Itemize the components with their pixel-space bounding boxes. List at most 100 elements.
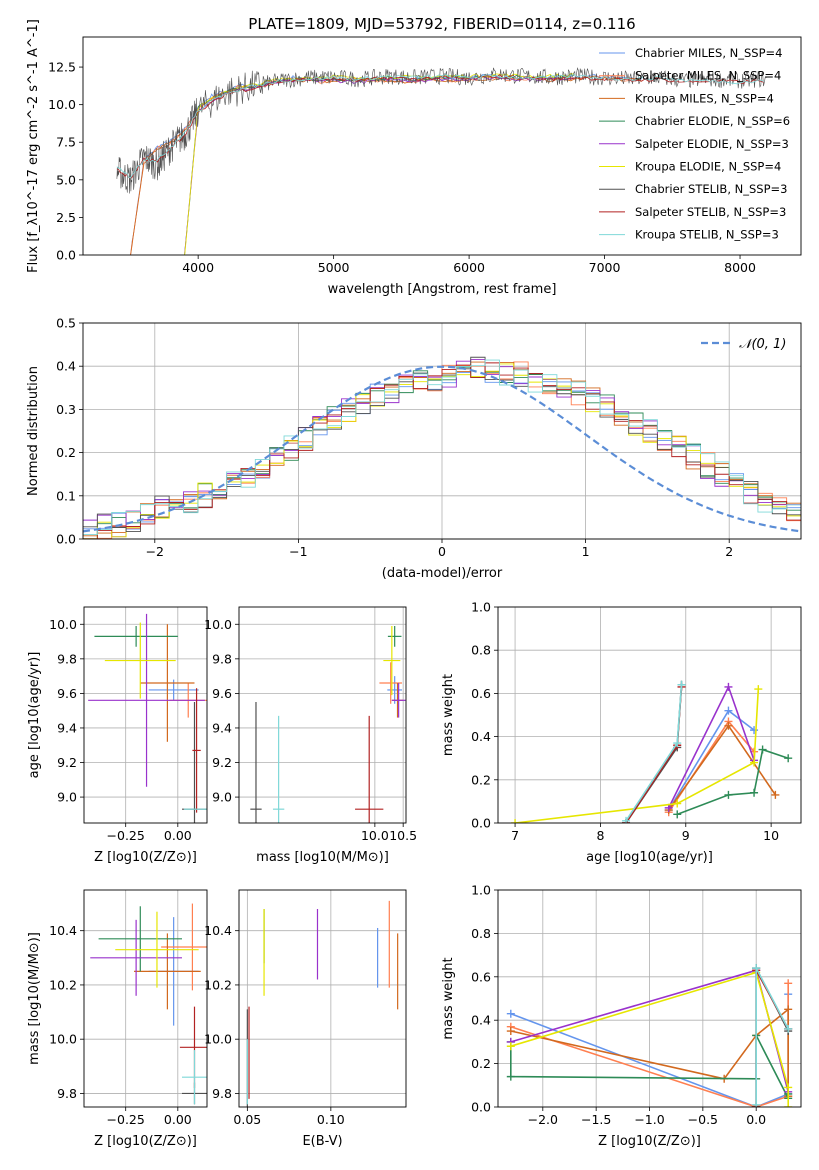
legend-label: Chabrier ELODIE, N_SSP=6: [635, 114, 790, 128]
y-tick-label: 2.5: [56, 210, 76, 225]
plus-marker: [673, 739, 682, 748]
plus-marker: [784, 979, 793, 988]
axes-frame: [82, 36, 802, 256]
y-tick-label: 10.0: [48, 97, 76, 112]
weight-line: [515, 689, 760, 823]
x-tick-label: 0: [438, 544, 446, 559]
plus-marker: [506, 1009, 515, 1018]
x-tick-label: 10.5: [389, 828, 417, 843]
y-tick-label: 7.5: [56, 135, 76, 150]
x-tick-label: 5000: [318, 260, 350, 275]
plus-marker: [784, 754, 793, 763]
plus-marker: [673, 810, 682, 819]
y-axis-label: Normed distribution: [26, 366, 41, 496]
plus-marker: [754, 685, 763, 694]
y-tick-label: 10.2: [49, 977, 77, 992]
legend: Chabrier MILES, N_SSP=4 Salpeter MILES, N…: [599, 46, 790, 242]
panel-mass-vs-EBV: 0.05 0.10 9.8 10.0 10.2 10.4 E(B-V): [204, 889, 407, 1149]
y-axis-label: mass weight: [441, 674, 456, 756]
plus-marker: [750, 788, 759, 797]
axes-frame: [497, 889, 802, 1108]
x-tick-label: 2: [725, 544, 733, 559]
panel-spectrum: 4000 5000 6000 7000 8000 0.0 2.5 5.0 7.5 10.0 12.5…: [26, 15, 802, 297]
y-tick-label: 0.4: [56, 359, 76, 374]
plot-area: [90, 903, 207, 1105]
x-tick-label: 6000: [453, 260, 485, 275]
y-tick-label: 9.8: [57, 1086, 77, 1101]
plot-area: [88, 613, 207, 823]
spectrum-line: [184, 74, 575, 255]
x-axis-label: Z [log10(Z/Z⊙)]: [94, 1134, 197, 1149]
axes-frame: [83, 889, 208, 1108]
plot-area: [511, 680, 793, 823]
y-axis-label: mass [log10(M/M⊙)]: [27, 932, 42, 1065]
y-tick-label: 9.4: [57, 720, 77, 735]
plus-marker: [506, 1027, 515, 1036]
y-tick-label: 9.6: [57, 686, 77, 701]
panel-age-vs-Z: −0.25 0.00 9.0 9.2 9.4 9.6 9.8 10.0 Z [log10(Z/Z…: [27, 606, 208, 865]
y-tick-label: 0.2: [471, 772, 491, 787]
legend-label: Salpeter STELIB, N_SSP=3: [635, 205, 786, 219]
y-tick-label: 0.5: [56, 316, 76, 331]
x-tick-label: −1.0: [634, 1112, 664, 1127]
y-tick-label: 10.0: [49, 1032, 77, 1047]
y-tick-label: 1.0: [471, 883, 491, 898]
plus-marker: [724, 721, 733, 730]
y-tick-label: 9.4: [212, 720, 232, 735]
x-tick-label: 0.05: [233, 1112, 261, 1127]
y-tick-label: 9.0: [212, 790, 232, 805]
y-axis-label: Flux [f_λ10^-17 erg cm^-2 s^-1 A^-1]: [26, 19, 41, 273]
y-tick-label: 0.4: [471, 1013, 491, 1028]
legend-label: Kroupa MILES, N_SSP=4: [635, 91, 774, 105]
axes-frame: [238, 889, 407, 1108]
x-tick-label: 10.0: [361, 828, 389, 843]
spectrum-line: [116, 74, 764, 179]
panel-weight-vs-Z: −2.0 −1.5 −1.0 −0.5 0.0 0.0 0.2 0.4 0.6 0.8 1.0 Z […: [441, 883, 802, 1149]
y-tick-label: 0.0: [56, 248, 76, 263]
plus-marker: [724, 682, 733, 691]
y-tick-label: 9.8: [212, 651, 232, 666]
plot-area: [116, 67, 767, 255]
y-tick-label: 0.2: [56, 445, 76, 460]
x-tick-label: 0.00: [164, 1112, 192, 1127]
y-tick-label: 12.5: [48, 60, 76, 75]
y-tick-label: 9.8: [212, 1086, 232, 1101]
plus-marker: [784, 1103, 793, 1107]
weight-line: [510, 971, 790, 1107]
plot-area: [83, 356, 801, 539]
plus-marker: [506, 1042, 515, 1051]
y-tick-label: 10.0: [204, 617, 232, 632]
y-tick-label: 0.3: [56, 402, 76, 417]
weight-line: [676, 748, 789, 816]
x-tick-label: −2: [146, 544, 164, 559]
y-tick-label: 0.1: [56, 488, 76, 503]
y-tick-label: 9.2: [212, 755, 232, 770]
x-tick-label: −0.5: [688, 1112, 718, 1127]
x-tick-label: 0.00: [164, 828, 192, 843]
y-tick-label: 10.2: [204, 977, 232, 992]
plus-marker: [622, 816, 631, 823]
panel-residuals: −2 −1 0 1 2 0.0 0.1 0.2 0.3 0.4 0.5 (data-model)/er…: [26, 316, 802, 581]
x-axis-label: (data-model)/error: [382, 566, 503, 581]
y-tick-label: 10.0: [204, 1032, 232, 1047]
y-axis-label: mass weight: [441, 957, 456, 1039]
x-tick-label: 7: [511, 828, 519, 843]
x-tick-label: −0.25: [107, 1112, 145, 1127]
plus-marker: [784, 1024, 793, 1033]
x-axis-label: age [log10(age/yr)]: [586, 850, 713, 865]
axes-frame: [82, 322, 802, 540]
x-tick-label: −0.25: [107, 828, 145, 843]
x-axis-label: Z [log10(Z/Z⊙)]: [94, 850, 197, 865]
y-tick-label: 0.6: [471, 969, 491, 984]
plus-marker: [784, 1005, 793, 1014]
axes-frame: [238, 606, 407, 824]
legend-label: Kroupa STELIB, N_SSP=3: [635, 228, 779, 242]
plus-marker: [724, 790, 733, 799]
legend-label: Salpeter ELODIE, N_SSP=3: [635, 137, 789, 151]
legend-label: Chabrier MILES, N_SSP=4: [635, 46, 782, 60]
y-tick-label: 0.0: [471, 816, 491, 831]
spectrum-line: [116, 67, 767, 194]
plus-marker: [677, 680, 686, 689]
